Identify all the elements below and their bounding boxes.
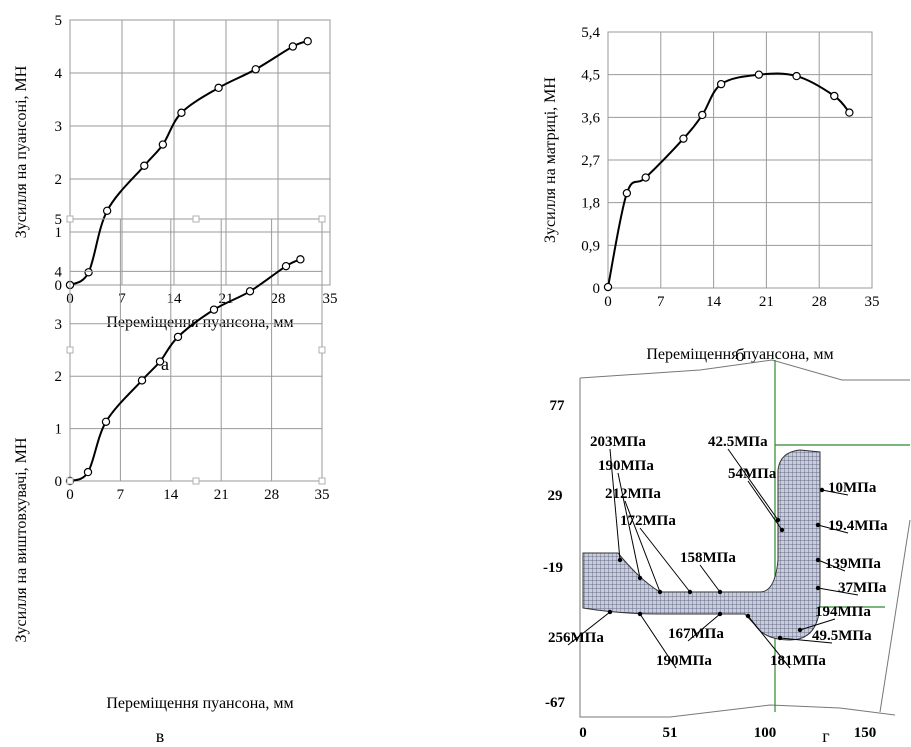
chart-a-y-tick: 0 <box>55 278 63 294</box>
chart-a-x-tick: 28 <box>271 291 286 307</box>
chart-a-x-tick: 35 <box>323 291 338 307</box>
chart-a-x-tick: 7 <box>118 291 126 307</box>
chart-a-data-point <box>214 83 223 93</box>
chart-a-panel-label: а <box>161 354 169 374</box>
chart-a-data-point <box>102 206 112 215</box>
chart-a-ylabel: Зусилля на пуансоні, МН <box>13 65 30 238</box>
chart-a-x-tick: 14 <box>167 291 183 307</box>
chart-a-data-point <box>84 268 93 277</box>
chart-a-series-line <box>69 40 309 286</box>
chart-a-x-tick: 21 <box>219 291 234 307</box>
chart-a-y-tick: 1 <box>55 225 63 241</box>
chart-a-y-tick: 2 <box>55 172 63 188</box>
chart-a-data-point <box>177 108 186 117</box>
chart-a-xlabel: Переміщення пуансона, мм <box>106 314 293 331</box>
chart-a-data-point <box>140 161 149 170</box>
chart-a-plot: 0 7 14 21 28 35 0 1 2 3 4 5 Переміщення пуансона, мм… <box>13 13 338 374</box>
chart-a-frame <box>69 19 331 286</box>
chart-a-y-tick: 3 <box>55 119 63 135</box>
chart-a-y-tick: 4 <box>55 66 63 82</box>
chart-a-data-point <box>303 37 312 46</box>
chart-a-data-point <box>288 42 298 51</box>
chart-a-data-point <box>158 140 168 149</box>
chart-a-x-tick: 0 <box>66 291 74 307</box>
chart-a-data-point <box>251 65 260 74</box>
chart-a-data-point <box>65 280 75 290</box>
chart-a-grid <box>69 19 331 286</box>
chart-a-y-tick: 5 <box>55 13 63 29</box>
